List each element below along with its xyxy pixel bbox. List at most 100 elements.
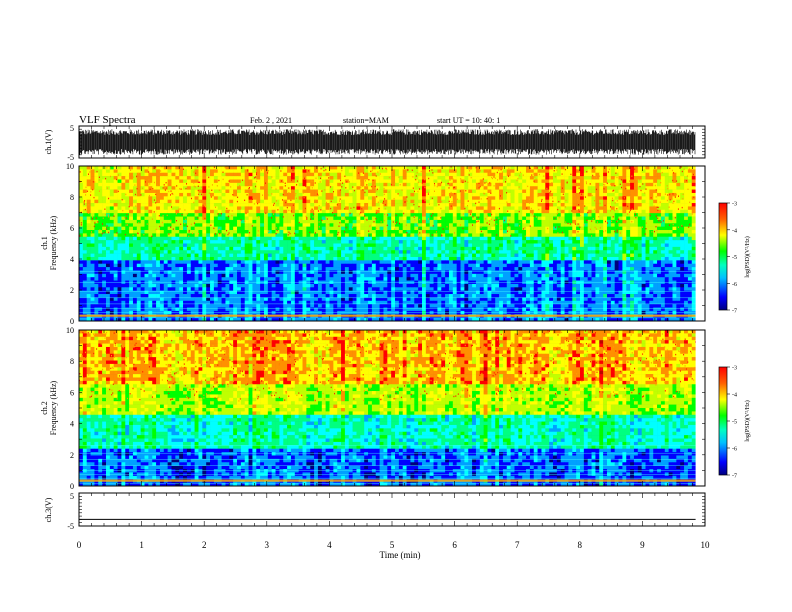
spectrogram-cell [587,240,592,244]
spectrogram-cell [225,176,230,180]
spectrogram-cell [360,189,365,194]
spectrogram-cell [657,182,662,187]
spectrogram-cell [433,176,438,180]
spectrogram-cell [603,179,608,184]
spectrogram-cell [171,260,176,265]
spectrogram-cell [668,236,673,241]
spectrogram-cell [499,243,504,248]
spectrogram-cell [410,233,415,238]
spectrogram-cell [129,189,134,194]
spectrogram-cell [129,219,134,224]
spectrogram-cell [117,182,122,187]
spectrogram-cell [672,240,677,244]
spectrogram-cell [606,253,612,258]
spectrogram-cell [502,209,508,214]
spectrogram-cell [510,182,515,187]
spectrogram-cell [657,263,662,268]
spectrogram-cell [610,206,615,211]
spectrogram-cell [657,166,662,170]
spectrogram-cell [163,230,168,234]
spectrogram-cell [375,223,380,227]
spectrogram-cell [240,226,246,231]
spectrogram-cell [233,256,238,261]
spectrogram-cell [664,196,669,200]
spectrogram-cell [414,263,419,268]
spectrogram-cell [132,213,138,217]
spectrogram-cell [568,240,573,244]
spectrogram-cell [117,199,122,204]
spectrogram-cell [395,233,400,238]
spectrogram-cell [341,223,346,227]
spectrogram-cell [113,243,118,248]
spectrogram-cell [256,246,261,251]
spectrogram-cell [537,189,542,194]
spectrogram-cell [171,219,176,224]
spectrogram-cell [213,236,219,241]
spectrogram-cell [186,256,192,261]
spectrogram-cell [391,263,396,268]
spectrogram-cell [680,216,685,221]
spectrogram-cell [664,176,669,180]
spectrogram-cell [445,179,450,184]
spectrogram-cell [148,213,153,217]
spectrogram-cell [603,186,608,190]
spectrogram-cell [325,213,330,217]
spectrogram-cell [660,182,666,187]
spectrogram-cell [302,216,307,221]
spectrogram-cell [468,199,473,204]
spectrogram-cell [414,219,419,224]
spectrogram-cell [391,189,396,194]
spectrogram-cell [217,233,222,238]
spectrogram-cell [406,182,411,187]
spectrogram-cell [190,172,195,177]
spectrogram-cell [152,192,157,197]
spectrogram-cell [325,186,330,190]
ch1-waveform-ylabel: ch.1(V) [44,129,53,154]
spectrogram-cell [664,182,669,187]
spectrogram-cell [526,189,531,194]
spectrogram-cell [194,189,199,194]
spectrogram-cell [167,206,172,211]
spectrogram-cell [591,182,596,187]
spectrogram-cell [310,219,315,224]
spectrogram-cell [113,213,118,217]
spectrogram-cell [202,230,207,234]
spectrogram-cell [294,226,299,231]
spectrogram-cell [468,246,473,251]
spectrogram-cell [310,189,315,194]
spectrogram-cell [240,236,246,241]
spectrogram-cell [514,236,519,241]
spectrogram-cell [256,250,261,254]
spectrogram-cell [159,189,165,194]
spectrogram-cell [263,233,269,238]
spectrogram-cell [140,206,145,211]
spectrogram-cell [556,226,562,231]
spectrogram-cell [329,223,334,227]
spectrogram-cell [622,256,627,261]
spectrogram-cell [564,233,569,238]
spectrogram-cell [163,189,168,194]
spectrogram-cell [464,236,469,241]
spectrogram-cell [684,263,689,268]
spectrogram-cell [568,263,573,268]
spectrogram-cell [495,209,500,214]
spectrogram-cell [618,256,623,261]
spectrogram-cell [98,226,103,231]
spectrogram-cell [105,240,111,244]
spectrogram-cell [260,186,265,190]
spectrogram-cell [121,199,126,204]
spectrogram-cell [587,203,592,207]
spectrogram-cell [410,196,415,200]
spectrogram-cell [167,263,172,268]
spectrogram-cell [433,260,438,265]
spectrogram-cell [159,243,165,248]
spectrogram-cell [502,206,508,211]
spectrogram-cell [599,226,604,231]
spectrogram-cell [668,219,673,224]
spectrogram-cell [132,219,138,224]
spectrogram-cell [117,223,122,227]
spectrogram-cell [237,256,242,261]
spectrogram-cell [371,209,377,214]
spectrogram-cell [680,263,685,268]
spectrogram-cell [406,213,411,217]
